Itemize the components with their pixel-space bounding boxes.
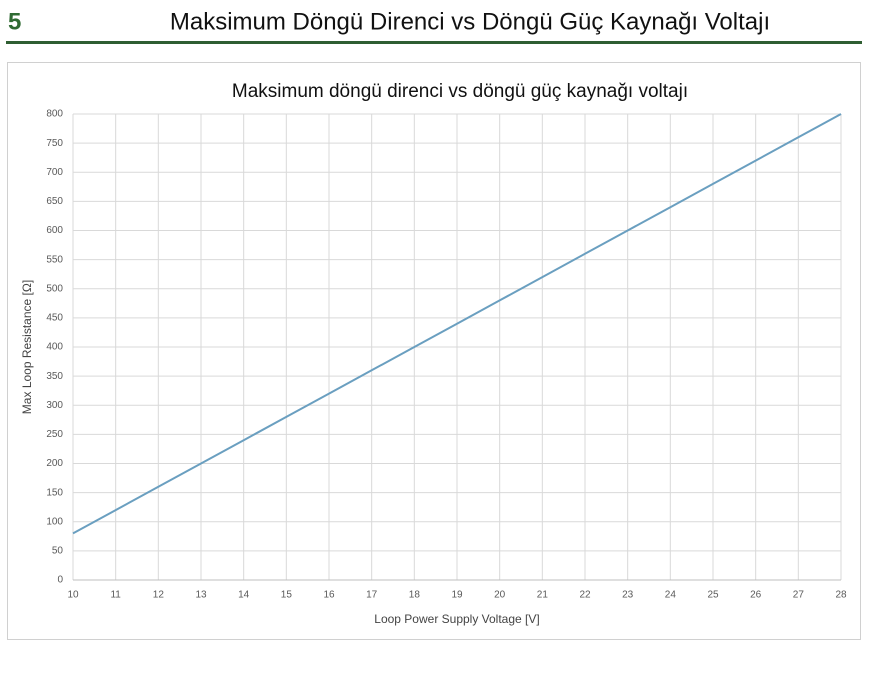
x-axis-label: Loop Power Supply Voltage [V] [374,612,539,626]
x-tick-label: 10 [67,590,79,601]
x-tick-label: 24 [665,590,677,601]
y-tick-label: 650 [46,196,63,207]
x-tick-label: 21 [537,590,549,601]
y-tick-label: 0 [57,575,63,586]
y-tick-label: 800 [46,109,63,120]
y-tick-label: 300 [46,400,63,411]
y-tick-label: 750 [46,138,63,149]
x-tick-label: 12 [153,590,165,601]
x-tick-label: 11 [110,590,121,601]
page-title: Maksimum Döngü Direnci vs Döngü Güç Kayn… [170,8,770,35]
x-tick-label: 27 [793,590,805,601]
y-tick-label: 150 [46,487,63,498]
y-tick-label: 250 [46,429,63,440]
x-tick-label: 23 [622,590,634,601]
y-tick-label: 550 [46,254,63,265]
y-tick-label: 450 [46,313,63,324]
y-tick-label: 200 [46,458,63,469]
y-axis-label: Max Loop Resistance [Ω] [20,280,34,414]
header-rule [6,41,862,44]
x-tick-label: 19 [451,590,463,601]
section-number: 5 [8,8,21,35]
chart-frame [7,62,861,640]
x-tick-label: 26 [750,590,762,601]
x-tick-label: 14 [238,590,250,601]
y-tick-label: 500 [46,283,63,294]
y-tick-label: 50 [52,546,64,557]
x-tick-label: 13 [195,590,207,601]
x-tick-label: 20 [494,590,506,601]
x-tick-label: 15 [281,590,293,601]
y-tick-label: 400 [46,342,63,353]
x-tick-label: 18 [409,590,421,601]
x-tick-label: 25 [707,590,719,601]
y-tick-label: 100 [46,516,63,527]
chart-title: Maksimum döngü direnci vs döngü güç kayn… [232,81,688,102]
x-tick-label: 22 [579,590,591,601]
y-tick-label: 600 [46,225,63,236]
y-tick-label: 350 [46,371,63,382]
y-tick-label: 700 [46,167,63,178]
x-tick-label: 28 [835,590,847,601]
x-tick-label: 17 [366,590,378,601]
x-tick-label: 16 [323,590,335,601]
data-line [72,113,842,535]
